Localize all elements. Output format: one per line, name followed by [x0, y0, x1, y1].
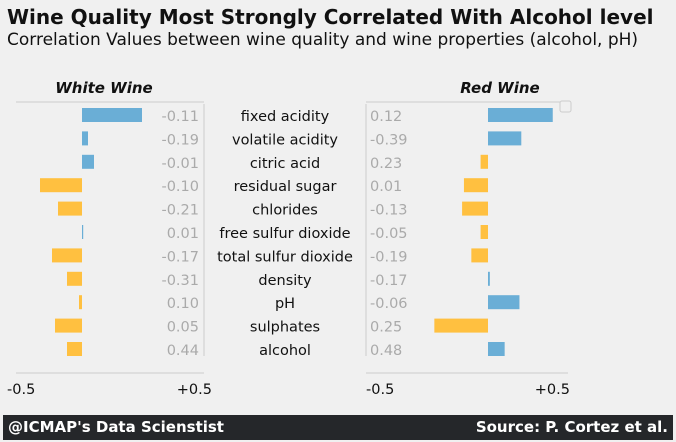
x-tick-label: -0.5: [366, 382, 394, 398]
footer-source: Source: P. Cortez et al.: [475, 418, 668, 436]
bar: [488, 108, 553, 122]
value-label: 0.48: [370, 343, 402, 359]
value-label: -0.05: [370, 226, 408, 242]
value-label: -0.01: [161, 156, 199, 172]
value-label: -0.17: [161, 249, 199, 265]
category-label: sulphates: [250, 320, 320, 336]
bar: [82, 154, 94, 169]
value-label: 0.10: [167, 296, 199, 312]
value-label: 0.23: [370, 156, 402, 172]
bar: [40, 178, 82, 193]
bar: [79, 295, 82, 310]
bar: [462, 201, 488, 216]
footer-credit: @ICMAP's Data Scienstist: [8, 418, 224, 436]
bar: [82, 108, 142, 122]
category-label: alcohol: [259, 343, 311, 359]
bar: [488, 342, 505, 356]
value-label: -0.06: [370, 296, 408, 312]
bar: [67, 342, 82, 356]
value-label: 0.01: [370, 179, 402, 195]
panel-title: Red Wine: [460, 79, 539, 97]
category-label: total sulfur dioxide: [217, 249, 353, 265]
bar: [488, 271, 490, 286]
bar: [58, 201, 82, 216]
category-label: residual sugar: [234, 179, 337, 195]
value-label: -0.39: [370, 132, 408, 148]
chart-subtitle: Correlation Values between wine quality …: [7, 30, 639, 50]
value-label: -0.10: [161, 179, 199, 195]
value-label: 0.44: [167, 343, 199, 359]
bar: [480, 154, 488, 169]
value-label: 0.05: [167, 320, 199, 336]
bar: [55, 318, 82, 333]
value-label: 0.25: [370, 320, 402, 336]
footer-bar: @ICMAP's Data Scienstist Source: P. Cort…: [3, 415, 673, 440]
value-label: -0.11: [161, 109, 199, 125]
value-label: -0.31: [161, 273, 199, 289]
bar: [480, 225, 488, 239]
category-label: pH: [275, 296, 295, 312]
bar: [82, 225, 84, 239]
bar: [471, 248, 488, 263]
value-label: -0.13: [370, 203, 408, 219]
correlation-chart: fixed acidity volatile acidity citric acid…: [7, 79, 572, 398]
chart-title: Wine Quality Most Strongly Correlated Wi…: [7, 5, 654, 29]
legend-box: [559, 100, 572, 113]
value-label: -0.19: [370, 249, 408, 265]
category-label: chlorides: [252, 203, 318, 219]
category-label: volatile acidity: [232, 132, 338, 148]
bar: [434, 318, 488, 333]
category-label: free sulfur dioxide: [219, 226, 350, 242]
value-label: 0.12: [370, 109, 402, 125]
bar: [488, 295, 520, 310]
bar: [82, 131, 88, 146]
value-label: -0.19: [161, 132, 199, 148]
bar: [67, 271, 82, 286]
category-label: fixed acidity: [241, 109, 330, 125]
category-label: citric acid: [250, 156, 320, 172]
value-label: 0.01: [167, 226, 199, 242]
x-tick-label: -0.5: [7, 382, 35, 398]
value-label: -0.17: [370, 273, 408, 289]
value-label: -0.21: [161, 203, 199, 219]
bar: [52, 248, 82, 263]
x-tick-label: +0.5: [535, 382, 570, 398]
category-label: density: [258, 273, 312, 289]
x-tick-label: +0.5: [177, 382, 212, 398]
bar: [463, 178, 488, 193]
panel-title: White Wine: [55, 79, 152, 97]
bar: [488, 131, 522, 146]
